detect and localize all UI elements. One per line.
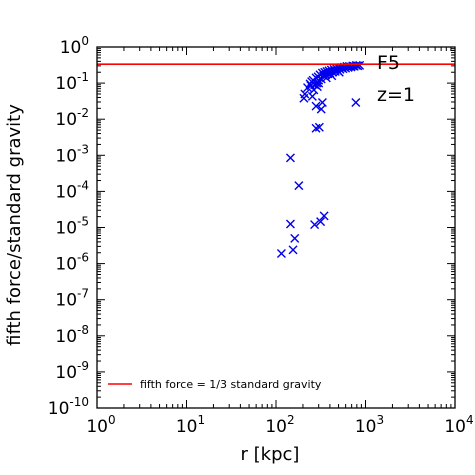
data-point: [353, 61, 363, 71]
x-axis-label: r [kpc]: [241, 444, 300, 465]
y-tick-label: 10-7: [55, 287, 89, 311]
x-tick-label: 102: [265, 413, 294, 437]
data-point: [276, 249, 286, 259]
data-point: [334, 67, 344, 77]
y-tick-label: 10-6: [55, 251, 89, 275]
data-point: [310, 220, 320, 230]
data-point: [288, 245, 298, 255]
data-point: [285, 219, 295, 229]
x-tick-label: 103: [355, 413, 384, 437]
y-tick-label: 10-4: [55, 178, 89, 202]
data-point: [319, 211, 329, 221]
data-point: [294, 181, 304, 191]
y-tick-label: 10-3: [55, 142, 89, 166]
y-tick-label: 10-1: [55, 70, 89, 94]
tick-layer: 100 101 102 103 104 10-10 10-9 10-8 10-7 10-6 10-5…: [48, 34, 474, 437]
legend-label: fifth force = 1/3 standard gravity: [140, 378, 322, 391]
x-tick-label: 104: [444, 413, 473, 437]
x-tick-label: 101: [176, 413, 205, 437]
y-tick-label: 10-8: [55, 323, 89, 347]
annotation-model: F5: [377, 52, 400, 74]
data-point: [311, 101, 321, 111]
data-point: [316, 217, 326, 227]
y-tick-label: 10-5: [55, 215, 89, 239]
annotation-redshift: z=1: [377, 84, 415, 106]
data-point: [321, 73, 331, 83]
y-tick-label: 10-2: [55, 106, 89, 130]
y-tick-label: 100: [60, 34, 89, 58]
data-point: [290, 233, 300, 243]
data-point: [327, 71, 337, 81]
plot-frame: [96, 46, 456, 409]
x-tick-label: 100: [86, 413, 115, 437]
data-point: [351, 98, 361, 108]
data-point: [317, 98, 327, 108]
data-point: [300, 89, 310, 99]
data-point: [355, 60, 365, 70]
data-point: [314, 122, 324, 132]
y-tick-label: 10-9: [55, 359, 89, 383]
data-point: [306, 81, 316, 91]
y-axis-label: fifth force/standard gravity: [4, 104, 25, 346]
points-layer: [276, 60, 365, 259]
data-point: [285, 153, 295, 163]
y-tick-label: 10-10: [48, 395, 89, 419]
